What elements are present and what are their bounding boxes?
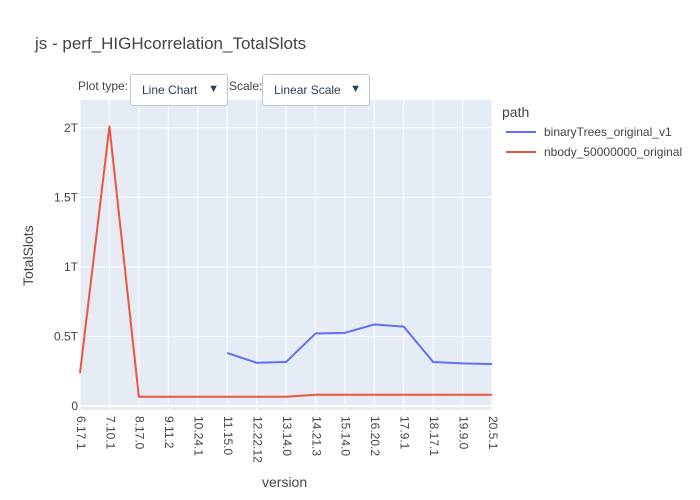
x-tick-label: 14.21.3 [309, 416, 323, 456]
x-tick-label: 9.11.2 [162, 416, 176, 449]
legend-label: binaryTrees_original_v1 [544, 125, 672, 139]
plot-type-dropdown[interactable]: Line Chart ▼ [130, 74, 228, 106]
x-tick-label: 10.24.1 [192, 416, 206, 456]
x-tick-label: 13.14.0 [280, 416, 294, 456]
y-tick-label: 1.5T [54, 190, 79, 204]
x-tick-label: 15.14.0 [339, 416, 353, 456]
legend-title: path [502, 104, 530, 120]
x-axis-title: version [262, 474, 308, 490]
x-tick-label: 8.17.0 [133, 416, 147, 450]
y-tick-label: 0.5T [54, 329, 79, 343]
series-lines [79, 125, 493, 398]
x-tick-label: 18.17.1 [427, 416, 441, 456]
scale-dropdown[interactable]: Linear Scale ▼ [262, 74, 370, 106]
y-tick-label: 0 [71, 399, 78, 413]
x-tick-label: 17.9.1 [398, 416, 412, 450]
legend-item-nbody[interactable]: nbody_50000000_original [506, 145, 682, 159]
x-tick-label: 11.15.0 [221, 416, 235, 455]
scale-label: Scale: [229, 79, 263, 93]
y-tick-label: 2T [64, 121, 79, 135]
scale-value: Linear Scale [274, 83, 341, 97]
chevron-down-icon: ▼ [350, 83, 361, 95]
y-tick-label: 1T [64, 260, 79, 274]
plot-type-label: Plot type: [78, 79, 129, 93]
series-line-binarytrees-original-v1[interactable] [226, 323, 493, 366]
chart-title: js - perf_HIGHcorrelation_TotalSlots [35, 34, 307, 53]
legend-label: nbody_50000000_original [544, 145, 683, 159]
chevron-down-icon: ▼ [208, 83, 219, 95]
x-tick-label: 6.17.1 [74, 416, 88, 450]
x-tick-labels: 6.17.1 7.10.1 8.17.0 9.11.2 10.24.1 11.15.0 12… [74, 416, 500, 463]
series-line-nbody-50000000-original[interactable] [79, 125, 492, 398]
legend-swatch [506, 151, 536, 153]
plot-type-value: Line Chart [142, 83, 198, 97]
legend-item-binarytrees[interactable]: binaryTrees_original_v1 [506, 125, 672, 139]
x-tick-label: 7.10.1 [103, 416, 117, 450]
x-tick-label: 12.22.12 [250, 416, 264, 463]
y-axis-title: TotalSlots [20, 225, 36, 286]
x-tick-label: 19.9.0 [456, 416, 470, 450]
x-tick-label: 16.20.2 [368, 416, 382, 456]
x-tick-label: 20.5.1 [486, 416, 500, 450]
gridlines [79, 100, 493, 410]
legend-swatch [506, 131, 536, 133]
y-tick-labels: 0 0.5T 1T 1.5T 2T [54, 121, 79, 413]
